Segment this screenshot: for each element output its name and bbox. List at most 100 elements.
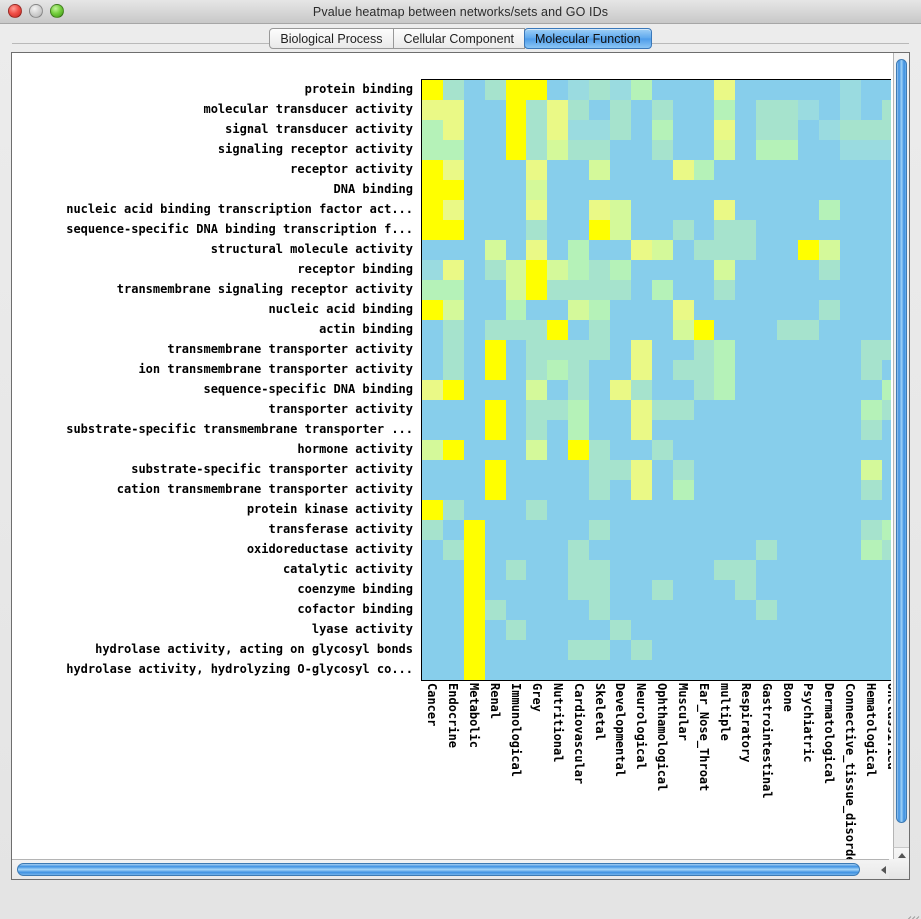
heatmap-cell	[777, 180, 799, 200]
column-label-slot: Renal	[485, 679, 506, 861]
column-label-axis: Cancer Endocrine Metabolic Renal Immunologic…	[422, 679, 891, 861]
heatmap-cell	[484, 360, 506, 380]
tab-cellular-component[interactable]: Cellular Component	[392, 27, 525, 49]
horizontal-scrollbar[interactable]	[12, 859, 909, 879]
heatmap-cell	[777, 360, 799, 380]
row-label: molecular transducer activity	[203, 102, 413, 116]
tab-biological-process[interactable]: Biological Process	[269, 27, 394, 49]
heatmap-cell	[881, 640, 891, 660]
heatmap-cell	[610, 500, 631, 520]
heatmap-cell	[651, 420, 673, 440]
row-label: hydrolase activity, hydrolyzing O-glycos…	[66, 662, 413, 676]
heatmap-cell	[505, 420, 527, 440]
column-label: Endocrine	[446, 683, 461, 749]
heatmap-cell	[860, 340, 882, 360]
heatmap-cell	[860, 560, 882, 580]
heatmap-cell	[422, 460, 443, 480]
heatmap-cell	[589, 420, 611, 440]
heatmap-cell	[442, 120, 464, 140]
heatmap-cell	[777, 520, 799, 540]
heatmap-cell	[777, 280, 799, 300]
heatmap-cell	[672, 560, 694, 580]
row-label: signaling receptor activity	[217, 142, 413, 156]
heatmap-cell	[442, 300, 464, 320]
heatmap-cell	[756, 420, 778, 440]
heatmap-cell	[442, 520, 464, 540]
horizontal-scrollbar-thumb[interactable]	[17, 863, 860, 876]
heatmap-plot	[421, 79, 891, 681]
minimize-button[interactable]	[29, 4, 43, 18]
heatmap-cell	[818, 380, 840, 400]
heatmap-cell	[526, 360, 548, 380]
heatmap-cell	[777, 340, 799, 360]
heatmap-cell	[422, 360, 443, 380]
resize-grip[interactable]	[905, 904, 920, 919]
heatmap-cell	[839, 80, 861, 100]
heatmap-cell	[818, 580, 840, 600]
heatmap-cell	[526, 240, 548, 260]
heatmap-cell	[442, 580, 464, 600]
heatmap-cell	[442, 220, 464, 240]
heatmap-cell	[818, 560, 840, 580]
heatmap-grid	[421, 79, 891, 681]
scroll-up-icon[interactable]	[897, 853, 906, 858]
row-label: structural molecule activity	[210, 242, 413, 256]
heatmap-cell	[818, 320, 840, 340]
heatmap-cell	[798, 620, 819, 640]
heatmap-cell	[860, 140, 882, 160]
heatmap-cell	[589, 320, 611, 340]
zoom-button[interactable]	[50, 4, 64, 18]
heatmap-cell	[547, 120, 569, 140]
heatmap-cell	[630, 660, 652, 680]
heatmap-cell	[610, 360, 631, 380]
heatmap-cell	[881, 580, 891, 600]
heatmap-cell	[693, 560, 715, 580]
heatmap-cell	[422, 540, 443, 560]
heatmap-cell	[839, 280, 861, 300]
heatmap-cell	[839, 500, 861, 520]
heatmap-cell	[484, 560, 506, 580]
vertical-scrollbar[interactable]	[893, 53, 909, 861]
heatmap-cell	[463, 560, 485, 580]
tab-molecular-function[interactable]: Molecular Function	[524, 27, 652, 49]
close-button[interactable]	[8, 4, 22, 18]
heatmap-cell	[693, 640, 715, 660]
heatmap-cell	[777, 580, 799, 600]
heatmap-cell	[756, 360, 778, 380]
heatmap-cell	[714, 640, 736, 660]
column-label-slot: Hematological	[861, 679, 882, 861]
column-label: multiple	[717, 683, 732, 741]
heatmap-cell	[484, 620, 506, 640]
heatmap-cell	[860, 540, 882, 560]
heatmap-cell	[484, 320, 506, 340]
heatmap-cell	[610, 120, 631, 140]
heatmap-cell	[693, 140, 715, 160]
heatmap-cell	[798, 440, 819, 460]
heatmap-cell	[756, 260, 778, 280]
heatmap-cell	[422, 160, 443, 180]
heatmap-cell	[568, 480, 590, 500]
heatmap-cell	[442, 260, 464, 280]
column-label-slot: Skeletal	[589, 679, 610, 861]
heatmap-cell	[610, 380, 631, 400]
heatmap-cell	[463, 280, 485, 300]
heatmap-cell	[777, 100, 799, 120]
heatmap-cell	[756, 200, 778, 220]
heatmap-cell	[442, 620, 464, 640]
heatmap-cell	[798, 320, 819, 340]
heatmap-cell	[630, 360, 652, 380]
vertical-scrollbar-thumb[interactable]	[896, 59, 907, 823]
heatmap-cell	[442, 100, 464, 120]
heatmap-cell	[505, 500, 527, 520]
scroll-left-icon[interactable]	[881, 866, 886, 874]
heatmap-cell	[422, 520, 443, 540]
heatmap-cell	[526, 400, 548, 420]
heatmap-cell	[798, 360, 819, 380]
heatmap-cell	[568, 80, 590, 100]
heatmap-cell	[860, 160, 882, 180]
heatmap-cell	[735, 160, 757, 180]
heatmap-cell	[442, 380, 464, 400]
column-label: Dermatological	[822, 683, 837, 785]
heatmap-cell	[777, 400, 799, 420]
heatmap-cell	[798, 80, 819, 100]
